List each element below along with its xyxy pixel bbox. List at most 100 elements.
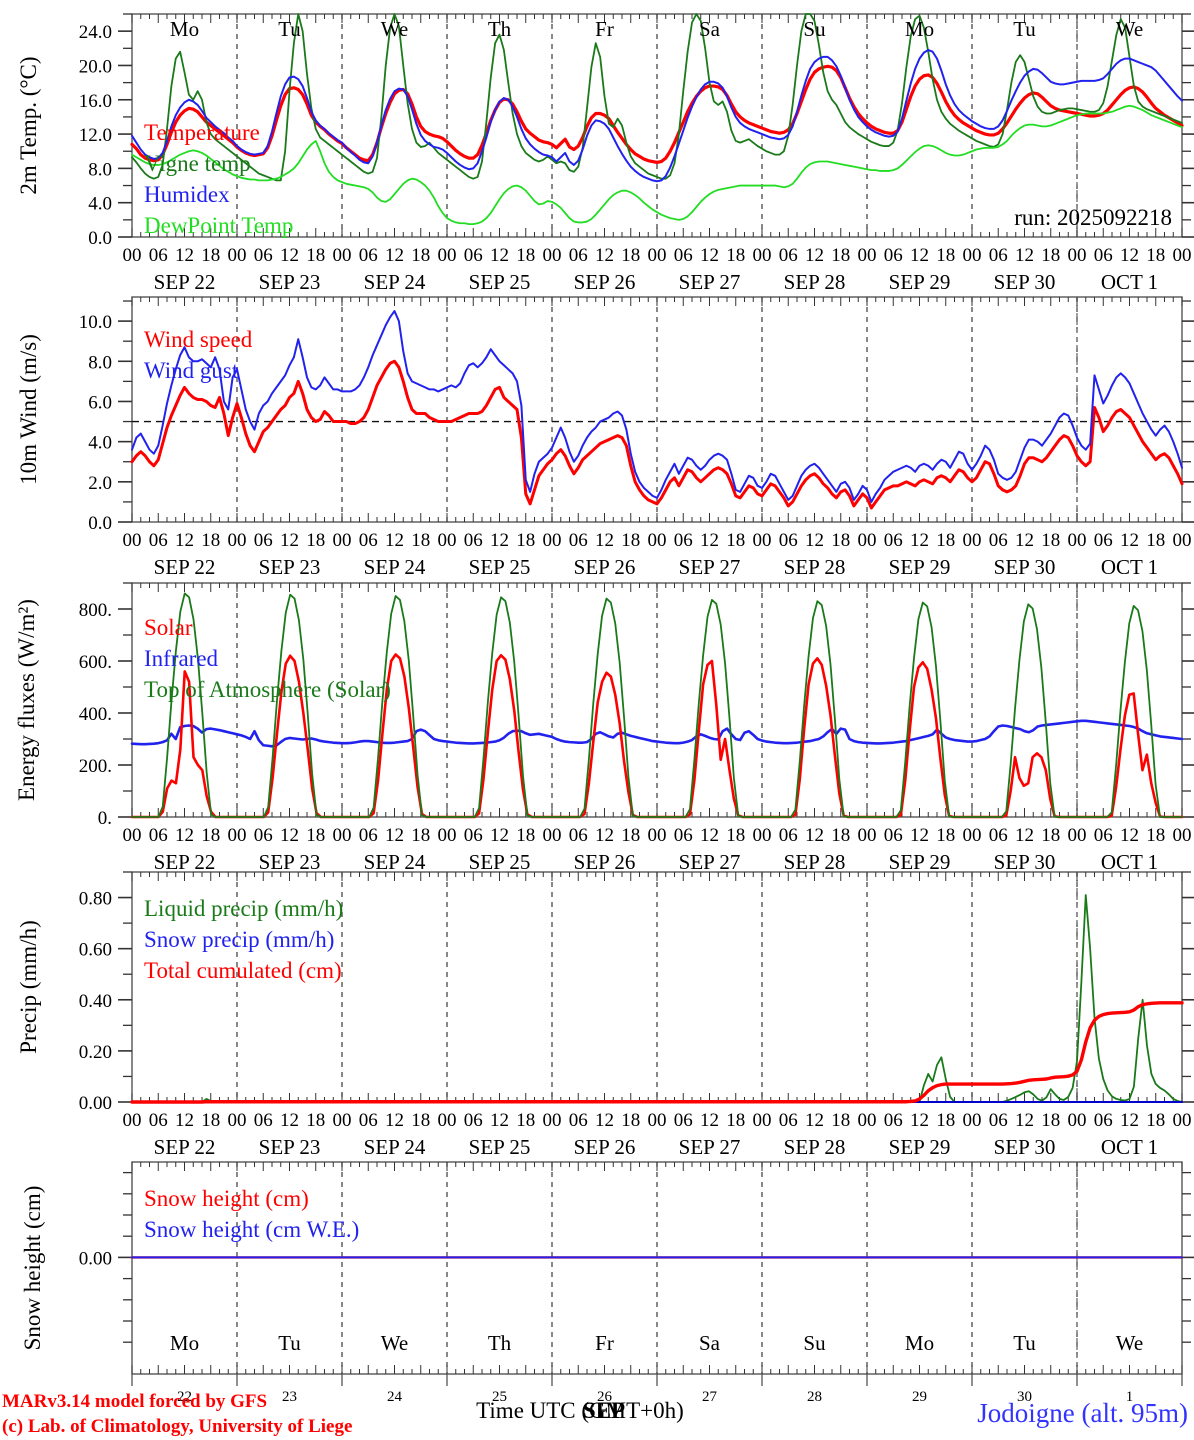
hour-tick-label: 12 [700, 245, 719, 266]
date-label: SEP 27 [679, 270, 741, 294]
hour-tick-label: 00 [438, 1110, 457, 1131]
date-label: SEP 22 [154, 555, 216, 579]
hour-tick-label: 06 [989, 530, 1008, 551]
hour-tick-label: 00 [1173, 245, 1192, 266]
hour-tick-label: 06 [779, 1110, 798, 1131]
weekday-label-bottom: We [1116, 1331, 1143, 1355]
hour-tick-label: 18 [516, 825, 535, 846]
date-label: SEP 22 [154, 850, 216, 874]
weekday-label-top: Tu [1013, 17, 1036, 41]
hour-tick-label: 18 [1146, 825, 1165, 846]
hour-tick-label: 06 [569, 1110, 588, 1131]
hour-tick-label: 00 [648, 530, 667, 551]
short-date-label: 30 [1017, 1389, 1032, 1405]
hour-tick-label: 12 [1120, 245, 1139, 266]
hour-tick-label: 18 [936, 825, 955, 846]
weekday-label-top: Mo [905, 17, 934, 41]
hour-tick-label: 12 [385, 825, 404, 846]
hour-tick-label: 06 [464, 825, 483, 846]
date-label: SEP 28 [784, 555, 846, 579]
short-date-label: 24 [387, 1389, 403, 1405]
y-axis-label-energy: Energy fluxes (W/m²) [14, 599, 39, 801]
y-tick-label: 0.0 [88, 513, 112, 534]
hour-tick-label: 12 [700, 1110, 719, 1131]
legend-entry: Top of Atmosphere (Solar) [144, 677, 391, 702]
hour-tick-label: 12 [385, 530, 404, 551]
hour-tick-label: 06 [674, 530, 693, 551]
y-tick-label: 0.0 [88, 228, 112, 249]
hour-tick-label: 12 [175, 1110, 194, 1131]
hour-tick-label: 12 [280, 245, 299, 266]
y-tick-label: 16.0 [79, 91, 112, 112]
hour-tick-label: 18 [516, 245, 535, 266]
y-axis-label-snow: Snow height (cm) [20, 1186, 45, 1351]
panel-wind: 0.0 2.0 4.0 6.0 8.0 10.0 10m Wind (m/s) Wind sp… [16, 296, 1194, 579]
hour-tick-label: 18 [1041, 1110, 1060, 1131]
time-axis-label: Time UTC (GMT+0h) [476, 1398, 684, 1423]
date-label: SEP 24 [364, 270, 426, 294]
hour-tick-label: 00 [543, 1110, 562, 1131]
hour-tick-label: 12 [700, 825, 719, 846]
hour-tick-label: 00 [963, 1110, 982, 1131]
hour-tick-label: 06 [569, 825, 588, 846]
hour-tick-label: 00 [648, 245, 667, 266]
hour-tick-label: 18 [936, 245, 955, 266]
panel-temperature: 0.0 4.0 8.0 12.0 16.0 20.0 24.0 2m Temp. (°C) Te… [16, 13, 1194, 294]
weekday-label-bottom: Sa [699, 1331, 721, 1355]
hour-tick-label: 06 [464, 1110, 483, 1131]
date-label: SEP 27 [679, 1135, 741, 1159]
hour-tick-label: 00 [1068, 530, 1087, 551]
date-label: SEP 25 [469, 850, 531, 874]
hour-tick-label: 00 [543, 825, 562, 846]
hour-tick-label: 00 [333, 245, 352, 266]
hour-tick-label: 18 [306, 245, 325, 266]
hour-tick-label: 00 [753, 245, 772, 266]
series-line [130, 1001, 1184, 1104]
hour-tick-label: 18 [306, 1110, 325, 1131]
y-tick-label: 0.00 [79, 1093, 112, 1114]
hour-tick-label: 00 [963, 245, 982, 266]
y-tick-label: 0.80 [79, 889, 112, 910]
y-tick-label: 400. [79, 704, 112, 725]
date-label: SEP 24 [364, 1135, 426, 1159]
legend-entry: Wind gust [144, 358, 239, 383]
y-axis-label-precip: Precip (mm/h) [16, 920, 41, 1054]
hour-tick-label: 06 [359, 530, 378, 551]
hour-tick-label: 06 [149, 1110, 168, 1131]
y-tick-label: 2.0 [88, 473, 112, 494]
y-tick-label: 200. [79, 756, 112, 777]
hour-tick-label: 00 [228, 1110, 247, 1131]
hour-tick-label: 06 [359, 825, 378, 846]
hour-tick-label: 00 [648, 1110, 667, 1131]
y-tick-label: 0. [98, 808, 112, 829]
hour-tick-label: 18 [726, 1110, 745, 1131]
plot-frame-snow [131, 1161, 1183, 1375]
hour-tick-label: 18 [306, 825, 325, 846]
hour-tick-label: 06 [254, 530, 273, 551]
hour-tick-label: 00 [1173, 825, 1192, 846]
date-label: SEP 28 [784, 850, 846, 874]
hour-tick-label: 00 [858, 825, 877, 846]
hour-tick-label: 00 [438, 530, 457, 551]
date-label: SEP 26 [574, 270, 636, 294]
hour-tick-label: 12 [490, 530, 509, 551]
hour-tick-label: 06 [254, 1110, 273, 1131]
series-line [131, 592, 1183, 818]
hour-tick-label: 00 [1068, 1110, 1087, 1131]
hour-tick-label: 06 [1094, 245, 1113, 266]
hour-tick-label: 06 [884, 530, 903, 551]
hour-tick-label: 18 [726, 530, 745, 551]
hour-tick-label: 06 [989, 825, 1008, 846]
hour-tick-label: 12 [910, 1110, 929, 1131]
date-label: OCT 1 [1101, 850, 1158, 874]
hour-tick-label: 18 [201, 530, 220, 551]
hour-tick-label: 18 [1146, 245, 1165, 266]
hour-tick-label: 00 [753, 825, 772, 846]
y-axis-label-temperature: 2m Temp. (°C) [16, 56, 41, 194]
hour-tick-label: 00 [228, 825, 247, 846]
y-tick-label: 20.0 [79, 56, 112, 77]
y-tick-label: 800. [79, 600, 112, 621]
date-label: SEP 30 [994, 850, 1056, 874]
hour-tick-label: 18 [201, 245, 220, 266]
